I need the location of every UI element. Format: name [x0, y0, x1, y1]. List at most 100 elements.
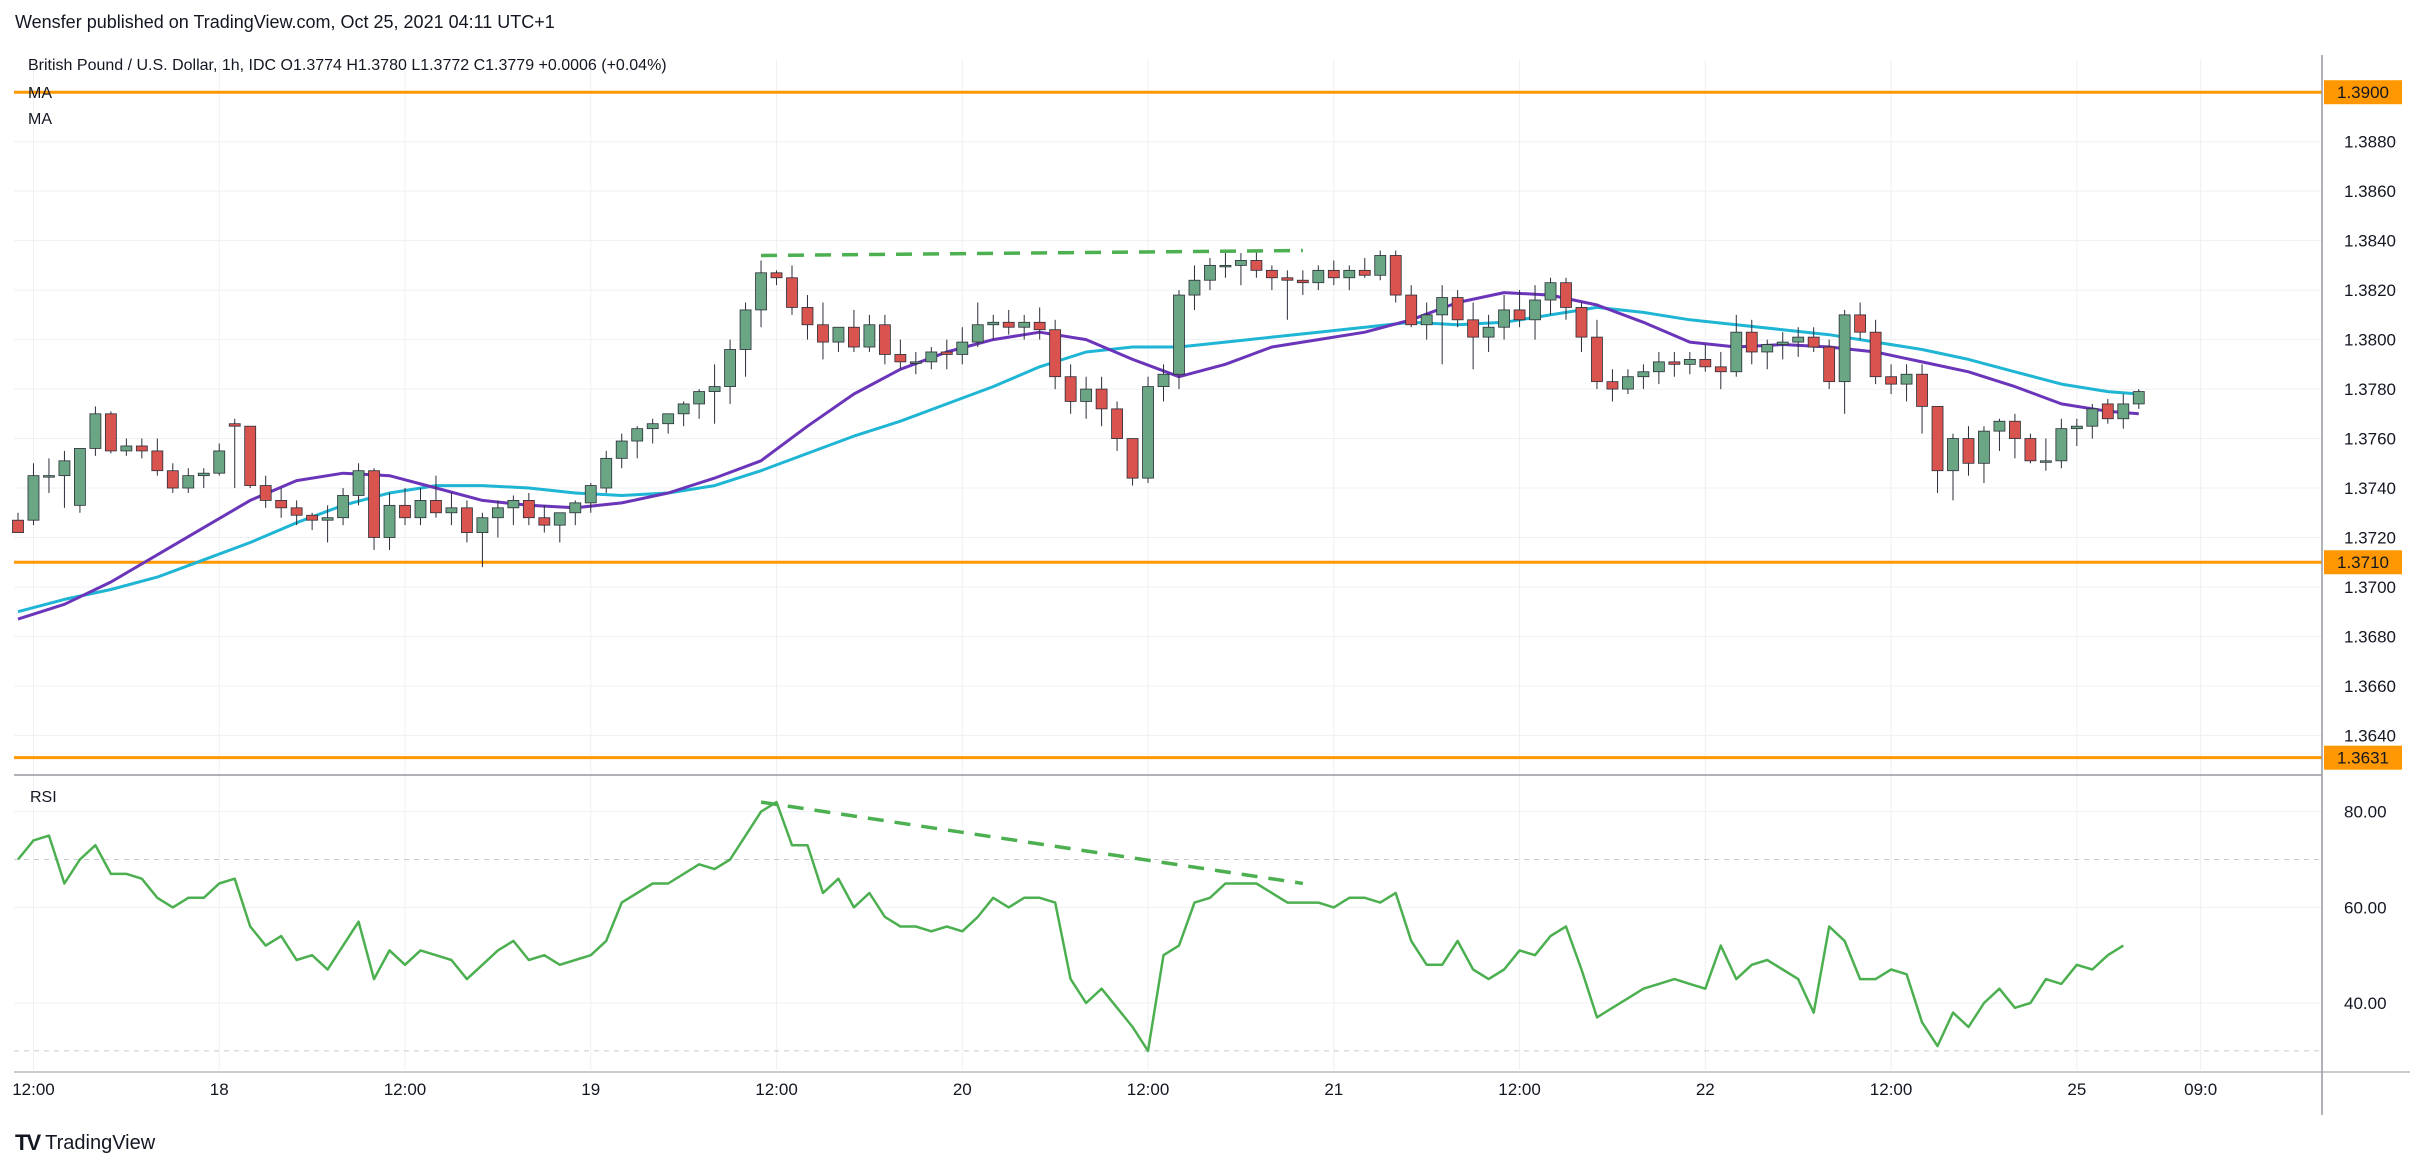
candle-down: [1049, 329, 1062, 378]
candle-up: [909, 361, 922, 364]
candle-down: [522, 500, 535, 519]
rsi-divergence-line: [760, 800, 1304, 886]
candle-up: [724, 349, 736, 388]
price-tick-label: 1.3800: [2344, 331, 2396, 350]
ma-legend-fast[interactable]: MA: [28, 85, 52, 102]
candle-down: [151, 450, 164, 472]
candle-up: [569, 502, 582, 514]
divergence-lines[interactable]: [760, 248, 1304, 886]
candle-up: [1776, 341, 1789, 345]
candle-up: [739, 309, 752, 350]
candle-down: [290, 507, 303, 516]
x-tick-label: 22: [1696, 1080, 1715, 1099]
candle-down: [228, 423, 241, 427]
candle-down: [1451, 297, 1464, 321]
candle-down: [1265, 269, 1278, 279]
candle-up: [1993, 420, 2006, 432]
candle-up: [1683, 358, 1696, 365]
candle-up: [1498, 309, 1510, 328]
candle-up: [925, 351, 938, 363]
x-tick-label: 18: [210, 1080, 229, 1099]
x-tick-label: 25: [2067, 1080, 2086, 1099]
candle-down: [1064, 376, 1077, 402]
candle-down: [461, 507, 473, 533]
rsi-line: [17, 800, 2124, 1053]
candle-up: [956, 341, 969, 355]
candle-down: [1250, 260, 1263, 271]
x-tick-label: 12:00: [384, 1080, 427, 1099]
candle-up: [646, 423, 659, 430]
candle-down: [275, 500, 288, 509]
ma-slow-line: [17, 305, 2139, 614]
candle-up: [58, 460, 71, 477]
horizontal-levels[interactable]: [14, 90, 2322, 760]
candle-down: [1327, 269, 1340, 279]
candle-up: [631, 428, 644, 442]
candle-up: [971, 324, 984, 343]
candle-up: [1173, 294, 1185, 375]
candle-up: [1900, 373, 1913, 385]
candle-up: [1420, 314, 1433, 326]
price-tick-label: 1.3640: [2344, 726, 2396, 745]
price-tick-label: 1.3700: [2344, 578, 2396, 597]
price-tick-label: 1.3740: [2344, 479, 2396, 498]
candle-down: [2101, 403, 2114, 420]
ma-legend-slow[interactable]: MA: [28, 111, 52, 128]
candle-down: [166, 470, 179, 489]
candle-down: [1606, 381, 1619, 390]
candle-up: [1730, 331, 1743, 373]
candle-up: [1142, 386, 1154, 479]
candle-down: [1111, 408, 1123, 439]
candle-up: [987, 321, 1000, 326]
candle-down: [12, 519, 24, 533]
candle-down: [1002, 321, 1015, 328]
candle-up: [43, 475, 55, 478]
candle-up: [1838, 314, 1851, 383]
candle-up: [708, 386, 721, 392]
rsi-legend[interactable]: RSI: [30, 789, 57, 806]
candle-down: [244, 425, 257, 486]
x-tick-label: 12:00: [755, 1080, 798, 1099]
candle-down: [1807, 336, 1820, 348]
x-tick-label: 12:00: [1498, 1080, 1541, 1099]
candle-down: [1281, 277, 1294, 281]
x-tick-label: 21: [1324, 1080, 1343, 1099]
footer-brand[interactable]: TV TradingView: [15, 1130, 155, 1156]
candle-up: [1343, 269, 1356, 279]
candle-down: [1467, 319, 1480, 338]
price-tick-label: 1.3680: [2344, 627, 2396, 646]
x-tick-label: 19: [581, 1080, 600, 1099]
candle-up: [27, 475, 40, 521]
candle-up: [1219, 264, 1232, 268]
rsi-tick-label: 60.00: [2344, 898, 2387, 917]
candle-down: [430, 500, 442, 514]
rsi-tick-label: 80.00: [2344, 803, 2387, 822]
candle-up: [337, 495, 349, 519]
candle-down: [259, 485, 272, 501]
candle-down: [894, 354, 907, 363]
candle-down: [1699, 358, 1712, 368]
candle-down: [1126, 438, 1139, 479]
candle-up: [553, 512, 566, 526]
price-tick-label: 1.3780: [2344, 380, 2396, 399]
candle-down: [1714, 366, 1727, 373]
candle-down: [940, 351, 953, 355]
candle-down: [1296, 279, 1309, 284]
candle-down: [135, 445, 148, 452]
tradingview-logo-icon: TV: [15, 1130, 41, 1155]
price-tick-label: 1.3660: [2344, 677, 2396, 696]
candle-up: [414, 500, 427, 519]
candle-up: [321, 517, 334, 521]
candle-down: [399, 504, 411, 519]
rsi-tick-label: 40.00: [2344, 994, 2387, 1013]
candle-up: [213, 450, 226, 474]
candle-down: [1931, 405, 1944, 472]
candle-up: [1312, 269, 1325, 284]
candle-up: [1761, 344, 1774, 353]
candle-up: [1978, 430, 1990, 464]
candle-up: [1792, 336, 1805, 343]
candle-down: [368, 470, 380, 538]
candle-up: [832, 326, 845, 343]
price-level-badge: [2324, 550, 2402, 575]
